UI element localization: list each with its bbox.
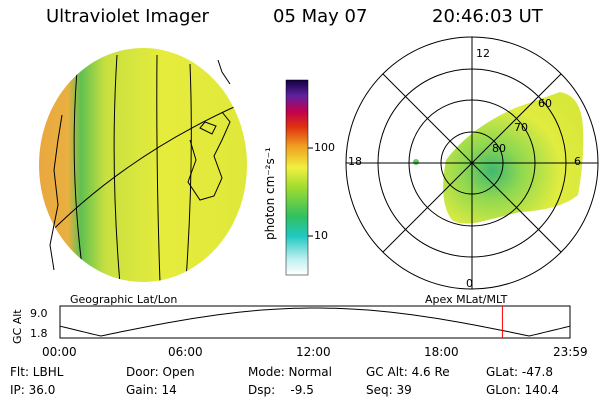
colorbar-unit-label: photon cm⁻²s⁻¹ bbox=[263, 147, 277, 240]
xtick-1200: 12:00 bbox=[296, 345, 331, 359]
info-seq: Seq: 39 bbox=[366, 383, 412, 397]
info-dsp: Dsp: -9.5 bbox=[248, 383, 314, 397]
left-panel-caption: Geographic Lat/Lon bbox=[70, 293, 178, 306]
instrument-title: Ultraviolet Imager bbox=[46, 6, 209, 27]
colorbar-tick-10: 10 bbox=[314, 229, 328, 242]
xtick-0000: 00:00 bbox=[42, 345, 77, 359]
color-bar bbox=[285, 79, 313, 276]
colorbar-tick-100: 100 bbox=[314, 141, 335, 154]
time-label: 20:46:03 UT bbox=[432, 6, 543, 27]
info-gc-alt: GC Alt: 4.6 Re bbox=[366, 365, 450, 379]
date-label: 05 May 07 bbox=[273, 6, 368, 27]
altitude-plot bbox=[59, 305, 571, 339]
xtick-1800: 18:00 bbox=[424, 345, 459, 359]
mlat-label-80: 80 bbox=[492, 142, 506, 155]
altitude-ytick-1-8: 1.8 bbox=[30, 327, 48, 340]
info-mode: Mode: Normal bbox=[248, 365, 332, 379]
info-glat: GLat: -47.8 bbox=[486, 365, 553, 379]
mlt-label-12: 12 bbox=[476, 47, 490, 60]
altitude-ytick-9: 9.0 bbox=[30, 307, 48, 320]
info-gain: Gain: 14 bbox=[126, 383, 177, 397]
earth-image bbox=[39, 48, 247, 282]
xtick-2359: 23:59 bbox=[553, 345, 588, 359]
info-glon: GLon: 140.4 bbox=[486, 383, 559, 397]
altitude-ylabel: GC Alt bbox=[11, 309, 24, 344]
right-panel-caption: Apex MLat/MLT bbox=[425, 293, 508, 306]
mlt-label-0: 0 bbox=[466, 277, 473, 290]
polar-plot bbox=[345, 36, 599, 290]
mlt-label-6: 6 bbox=[574, 155, 581, 168]
info-door: Door: Open bbox=[126, 365, 195, 379]
mlat-label-70: 70 bbox=[514, 121, 528, 134]
info-ip: IP: 36.0 bbox=[10, 383, 56, 397]
mlat-label-60: 60 bbox=[538, 97, 552, 110]
xtick-0600: 06:00 bbox=[168, 345, 203, 359]
mlt-label-18: 18 bbox=[348, 155, 362, 168]
info-filter: Flt: LBHL bbox=[10, 365, 64, 379]
